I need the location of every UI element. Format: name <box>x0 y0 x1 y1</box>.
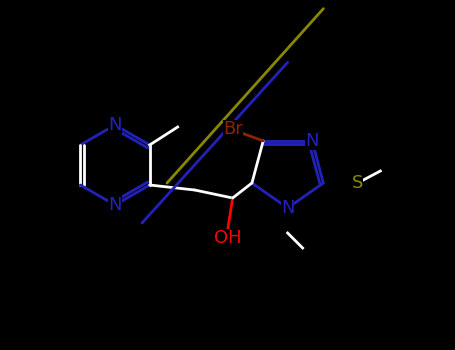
Text: OH: OH <box>214 229 242 247</box>
Text: N: N <box>108 116 122 134</box>
Text: N: N <box>305 132 319 150</box>
Text: N: N <box>281 199 294 217</box>
Text: S: S <box>352 174 363 192</box>
Text: N: N <box>108 196 122 214</box>
Text: Br: Br <box>223 120 243 138</box>
